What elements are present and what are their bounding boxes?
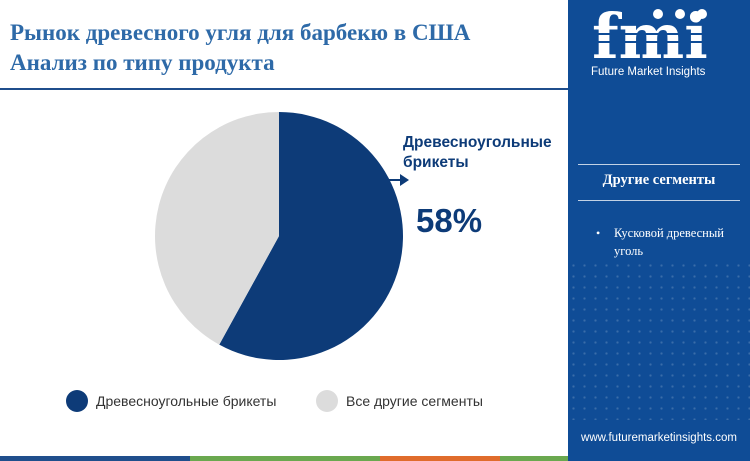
segment-item: • Кусковой древесный уголь <box>596 224 736 260</box>
callout-label-line-2: брикеты <box>403 154 469 171</box>
globe-icon <box>653 9 663 19</box>
sidebar: fmi Future Market Insights Другие сегмен… <box>568 0 750 461</box>
title-line-2: Анализ по типу продукта <box>10 50 275 75</box>
page-title: Рынок древесного угля для барбекю в США … <box>10 18 570 78</box>
sidebar-heading: Другие сегменты <box>602 172 716 188</box>
title-line-1: Рынок древесного угля для барбекю в США <box>10 20 471 45</box>
segment-label: Кусковой древесный уголь <box>614 226 724 258</box>
bottom-color-bar <box>0 456 568 461</box>
pie-slice-briquettes <box>219 112 403 360</box>
bottom-bar-segment-green <box>190 456 380 461</box>
website-link[interactable]: www.futuremarketinsights.com <box>581 432 737 444</box>
sidebar-rule-bottom <box>578 200 740 201</box>
fmi-logo-mark: fmi <box>588 0 728 73</box>
fmi-logo: fmi Future Market Insights <box>568 0 750 95</box>
globe-icon-2 <box>675 9 685 19</box>
legend-swatch-others <box>316 390 338 412</box>
pie-slice-others <box>154 112 279 345</box>
legend-label-others: Все другие сегменты <box>346 393 483 409</box>
logo-letters: fmi <box>592 0 708 70</box>
bottom-bar-segment-blue <box>0 456 190 461</box>
logo-text: Future Market Insights <box>591 66 706 78</box>
bottom-bar-segment-orange <box>380 456 500 461</box>
bullet-icon: • <box>596 226 601 240</box>
legend-item-others: Все другие сегменты <box>316 390 483 412</box>
callout-arrow-head <box>400 174 409 186</box>
callout-label: Древесноугольные брикеты <box>403 133 568 173</box>
callout-label-line-1: Древесноугольные <box>403 134 552 151</box>
globe-icon-3 <box>697 9 707 19</box>
pie-chart <box>154 112 409 360</box>
sidebar-dot-pattern <box>568 260 750 420</box>
segment-list: • Кусковой древесный уголь <box>596 224 736 260</box>
sidebar-rule-top <box>578 164 740 165</box>
chart-legend: Древесноугольные брикеты Все другие сегм… <box>0 390 568 416</box>
title-divider <box>0 88 568 90</box>
legend-swatch-briquettes <box>66 390 88 412</box>
bottom-bar-segment-green-2 <box>500 456 568 461</box>
callout-value: 58% <box>416 202 483 239</box>
legend-label-briquettes: Древесноугольные брикеты <box>96 393 277 409</box>
legend-item-briquettes: Древесноугольные брикеты <box>66 390 276 412</box>
